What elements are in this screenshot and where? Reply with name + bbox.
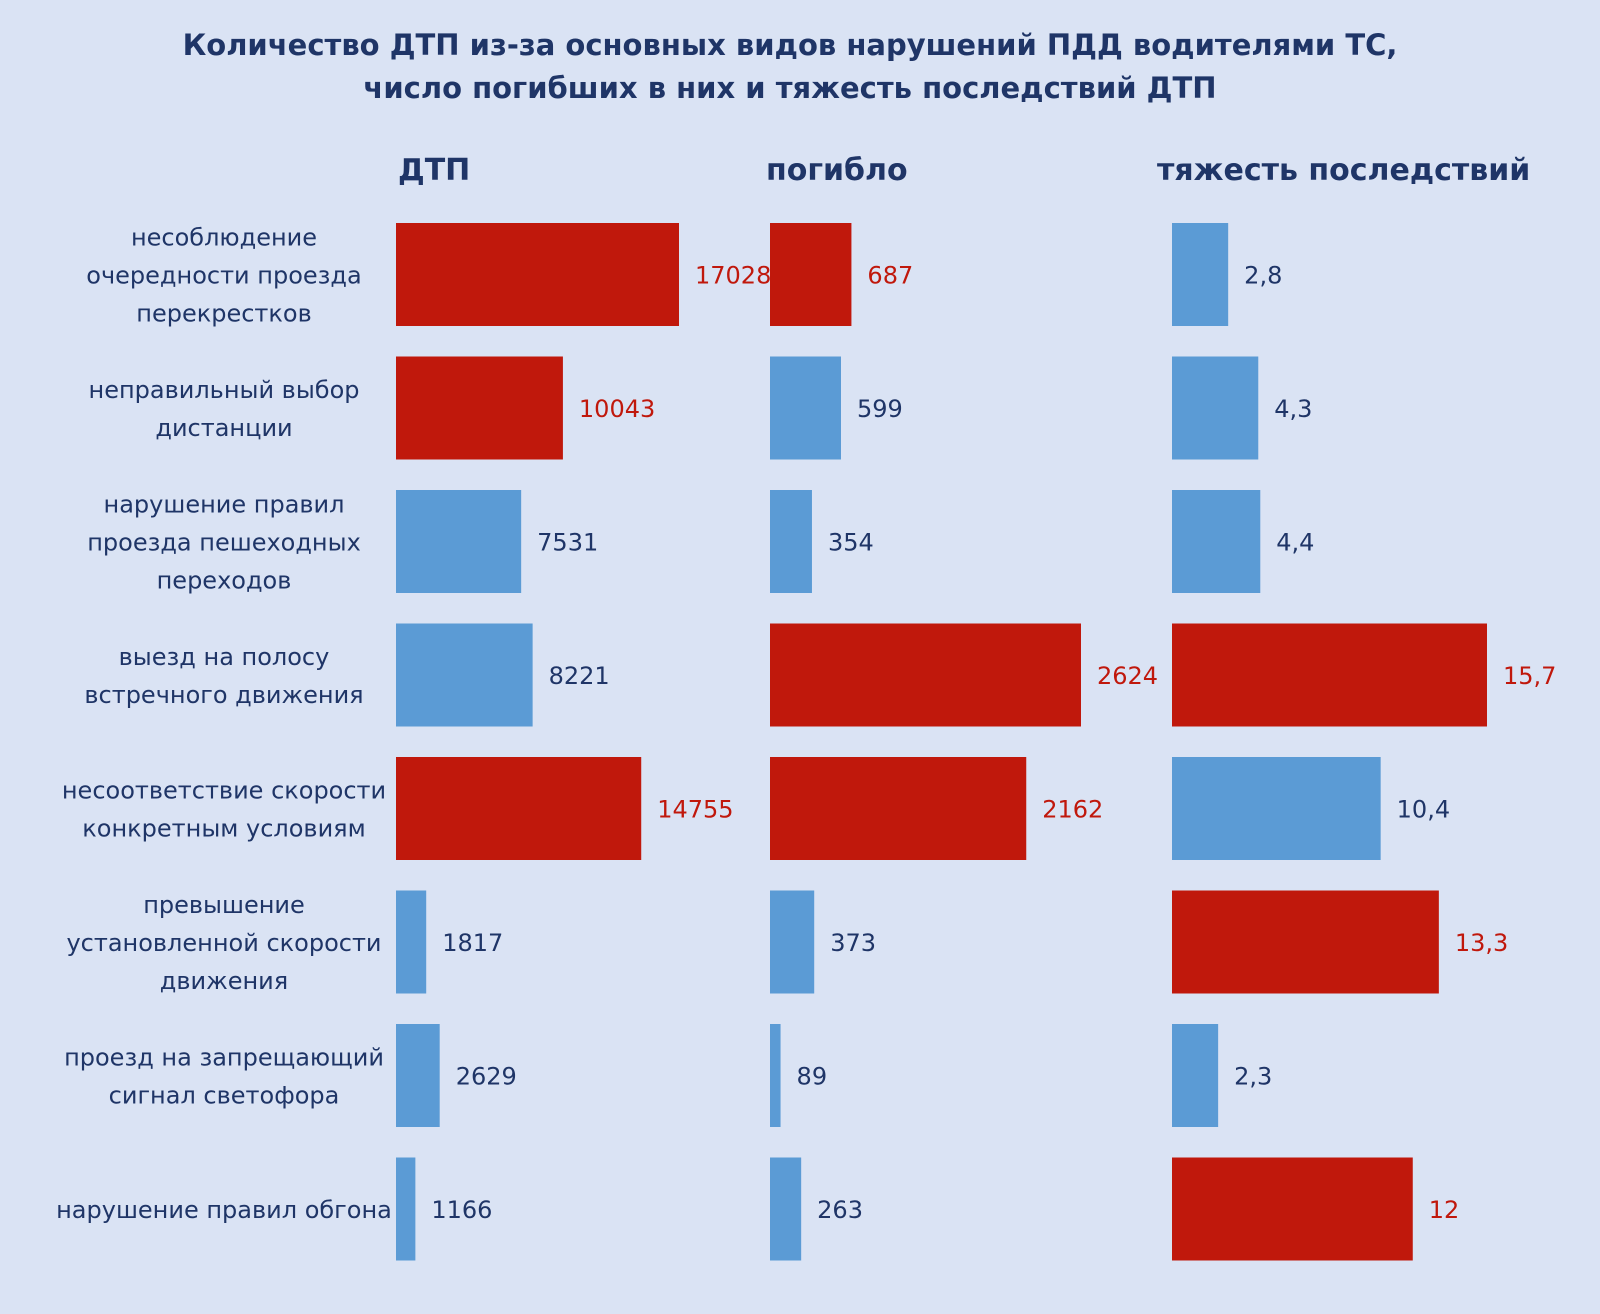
bar — [770, 223, 852, 326]
bar — [770, 356, 841, 460]
category-label: движения — [160, 967, 288, 995]
category-label: установленной скорости — [66, 929, 381, 957]
category-label: выезд на полосу — [119, 643, 330, 671]
bar — [1172, 223, 1229, 326]
data-label: 89 — [797, 1063, 828, 1091]
data-label: 687 — [867, 262, 913, 290]
data-label: 1817 — [442, 929, 503, 957]
bar — [770, 1024, 781, 1127]
data-label: 4,3 — [1274, 395, 1312, 423]
data-label: 2,3 — [1234, 1063, 1272, 1091]
data-label: 12 — [1429, 1196, 1460, 1224]
bar — [1172, 757, 1381, 860]
bar — [396, 356, 563, 460]
bar — [396, 757, 642, 860]
category-label: встречного движения — [84, 681, 363, 709]
category-label: неправильный выбор — [89, 376, 360, 404]
category-label: переходов — [157, 567, 292, 595]
bar — [770, 890, 815, 994]
data-label: 263 — [817, 1196, 863, 1224]
category-label: перекрестков — [136, 300, 311, 328]
bar — [770, 490, 812, 593]
category-label: очередности проезда — [86, 262, 361, 290]
category-label: дистанции — [155, 414, 292, 442]
data-label: 17028 — [695, 262, 771, 290]
data-label: 2162 — [1042, 796, 1103, 824]
data-label: 4,4 — [1276, 529, 1314, 557]
data-label: 2,8 — [1244, 262, 1282, 290]
bars-group — [396, 223, 1487, 1261]
data-label: 354 — [828, 529, 874, 557]
bar — [1172, 890, 1439, 994]
bar — [396, 223, 679, 326]
bar — [1172, 1024, 1219, 1127]
category-label: проезда пешеходных — [87, 529, 361, 557]
data-label: 13,3 — [1455, 929, 1508, 957]
data-label: 14755 — [657, 796, 733, 824]
data-label: 2624 — [1097, 662, 1158, 690]
data-label: 10,4 — [1397, 796, 1450, 824]
category-label: нарушение правил — [104, 491, 345, 519]
data-label: 599 — [857, 395, 903, 423]
data-label: 1166 — [431, 1196, 492, 1224]
bar — [396, 490, 522, 593]
data-label: 8221 — [549, 662, 610, 690]
category-label: конкретным условиям — [82, 815, 365, 843]
data-label: 7531 — [537, 529, 598, 557]
panel-title-severity: тяжесть последствий — [1157, 153, 1530, 188]
category-label: проезд на запрещающий — [64, 1044, 384, 1072]
category-label: превышение — [143, 891, 305, 919]
chart-title-line-1: Количество ДТП из-за основных видов нару… — [183, 28, 1398, 62]
bar — [396, 1024, 440, 1127]
bar — [396, 623, 533, 727]
bar — [1172, 1157, 1413, 1261]
category-labels: несоблюдение очередности проезда перекрест… — [56, 224, 392, 1225]
bar — [770, 623, 1081, 727]
bar — [770, 1157, 802, 1261]
bar — [1172, 490, 1261, 593]
category-label: сигнал светофора — [109, 1082, 340, 1110]
category-label: нарушение правил обгона — [56, 1196, 392, 1224]
data-label: 10043 — [579, 395, 655, 423]
panel-title-deaths: погибло — [766, 153, 908, 188]
category-label: несоответствие скорости — [62, 777, 386, 805]
data-label: 2629 — [456, 1063, 517, 1091]
bar — [1172, 623, 1487, 727]
chart-title-line-2: число погибших в них и тяжесть последств… — [363, 71, 1216, 105]
panel-title-dtp: ДТП — [398, 153, 470, 188]
data-label: 15,7 — [1503, 662, 1556, 690]
bar — [396, 1157, 416, 1261]
category-label: несоблюдение — [131, 224, 317, 252]
bar — [770, 757, 1027, 860]
data-label: 373 — [830, 929, 876, 957]
value-labels: 17028 10043 7531 8221 14755 1817 2629 1166 687 59… — [431, 262, 1556, 1225]
bar — [1172, 356, 1259, 460]
bar — [396, 890, 427, 994]
